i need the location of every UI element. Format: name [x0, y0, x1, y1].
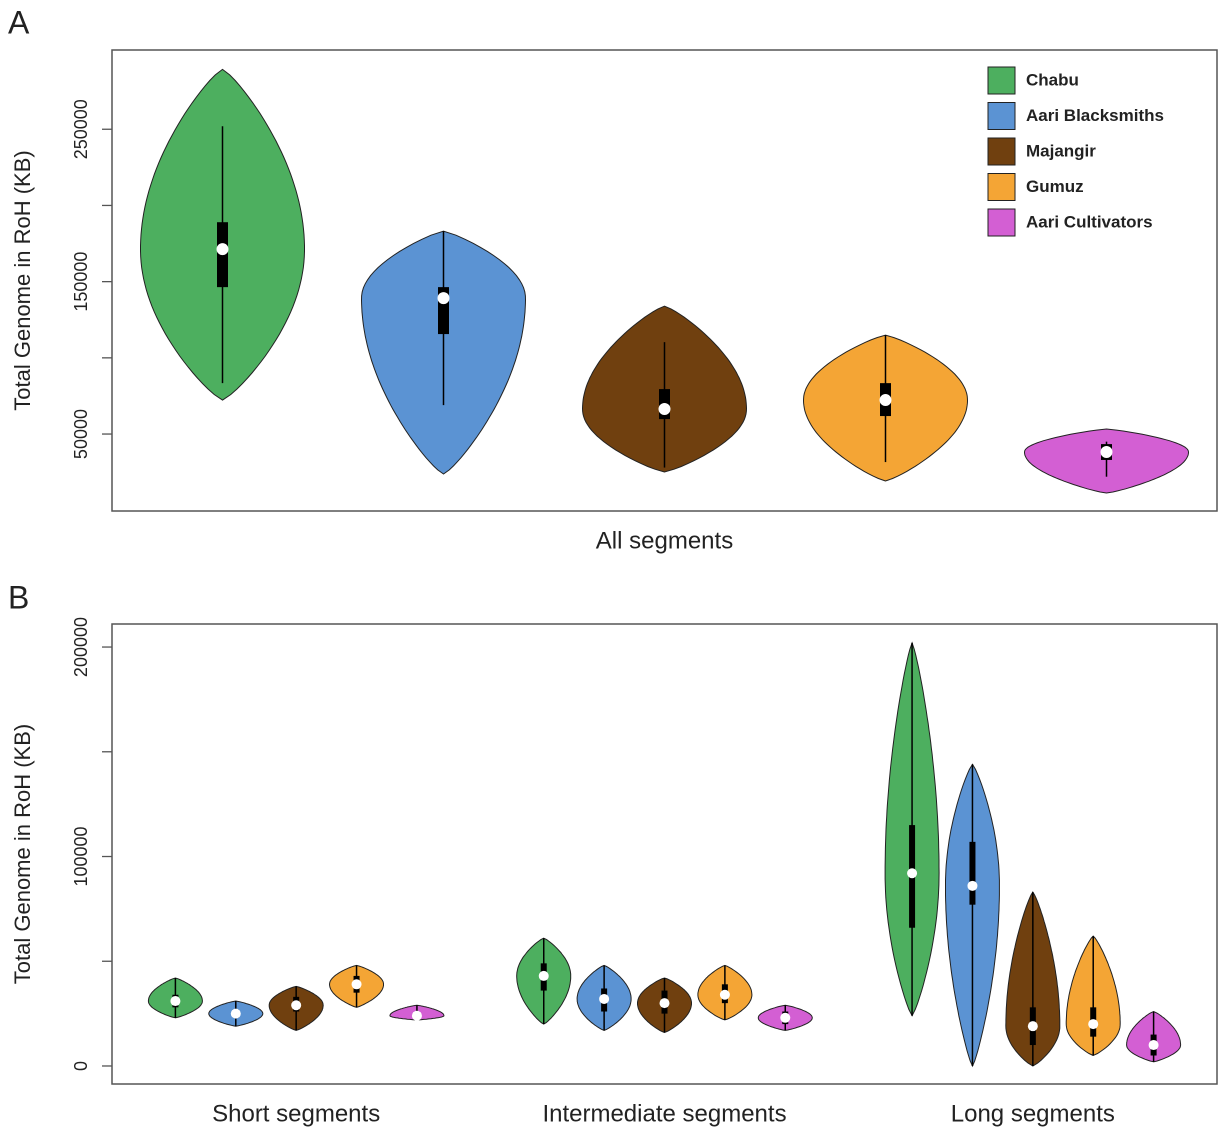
median-dot	[599, 993, 610, 1004]
legend-label: Aari Blacksmiths	[1026, 106, 1164, 125]
y-tick-label: 0	[71, 1061, 91, 1071]
median-dot	[230, 1008, 241, 1019]
y-tick-label: 100000	[71, 826, 91, 886]
panel-label: B	[8, 579, 29, 615]
median-dot	[1088, 1019, 1099, 1030]
x-tick-label: Short segments	[212, 1100, 380, 1127]
median-dot	[411, 1010, 422, 1021]
x-tick-label: Long segments	[951, 1100, 1115, 1127]
y-tick-label: 150000	[71, 252, 91, 312]
plot-frame	[111, 49, 1218, 512]
median-dot	[291, 1000, 302, 1011]
median-dot	[967, 880, 978, 891]
legend-swatch	[987, 208, 1016, 237]
median-dot	[780, 1012, 791, 1023]
legend-swatch	[987, 102, 1016, 130]
legend-label: Chabu	[1026, 70, 1079, 89]
box	[438, 287, 449, 335]
median-dot	[437, 292, 450, 305]
legend-label: Aari Cultivators	[1026, 212, 1153, 231]
x-tick-label: Intermediate segments	[542, 1100, 786, 1127]
y-tick-label: 50000	[71, 409, 91, 459]
y-axis-label: Total Genome in RoH (KB)	[10, 150, 35, 410]
legend-swatch	[987, 66, 1016, 95]
box	[969, 841, 976, 905]
panel-label: A	[8, 4, 30, 40]
median-dot	[216, 243, 229, 256]
x-tick-label: All segments	[596, 527, 733, 554]
median-dot	[1148, 1040, 1159, 1051]
median-dot	[879, 394, 892, 407]
median-dot	[351, 979, 362, 990]
median-dot	[659, 998, 670, 1009]
legend-swatch	[987, 137, 1016, 166]
plot-frame	[111, 623, 1218, 1085]
median-dot	[538, 970, 549, 981]
y-axis-label: Total Genome in RoH (KB)	[10, 724, 35, 984]
y-tick-label: 250000	[71, 99, 91, 159]
median-dot	[1027, 1021, 1038, 1032]
median-dot	[1100, 446, 1113, 459]
median-dot	[658, 403, 671, 416]
legend-label: Majangir	[1026, 141, 1096, 160]
y-tick-label: 200000	[71, 617, 91, 677]
legend-label: Gumuz	[1026, 177, 1084, 196]
median-dot	[719, 989, 730, 1000]
median-dot	[170, 996, 181, 1007]
legend-swatch	[987, 173, 1016, 201]
median-dot	[907, 868, 918, 879]
